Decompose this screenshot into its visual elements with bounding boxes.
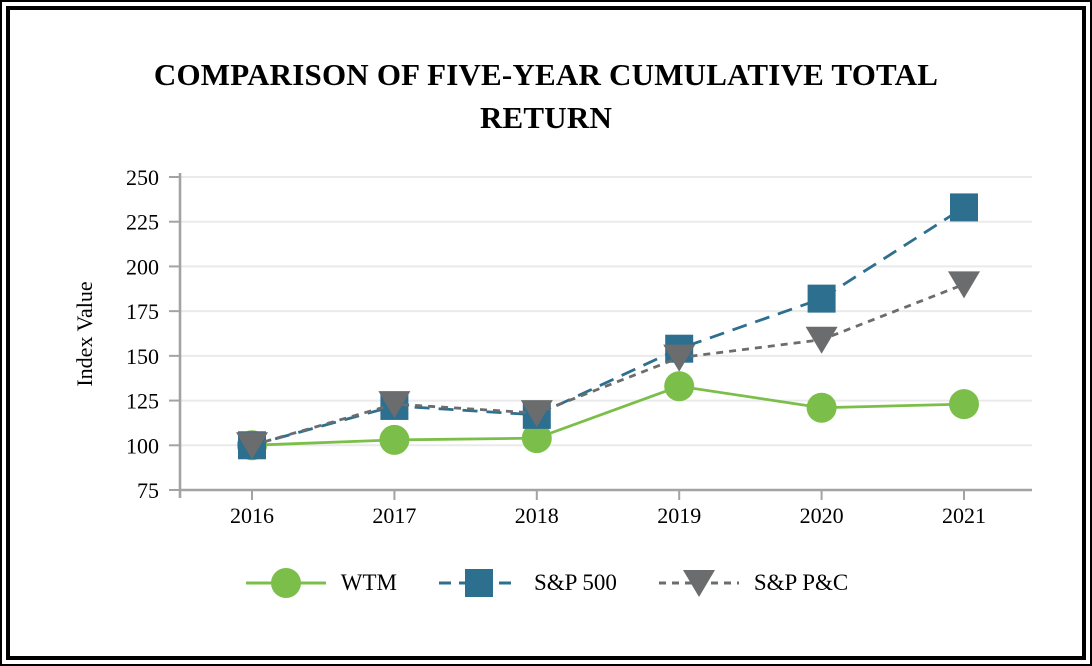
series-line-s-p-p-c <box>251 283 965 447</box>
line-chart-plot: 75 100 125 150 175 200 225 250 2016 2017 2018 2019 2… <box>72 165 1032 528</box>
x-tick-label-2020: 2020 <box>800 503 844 528</box>
y-tick-label-175: 175 <box>126 299 159 324</box>
x-tick-label-2021: 2021 <box>942 503 986 528</box>
legend-label-wtm: WTM <box>340 570 397 595</box>
legend-item-s-p-p-c: S&P P&C <box>657 562 848 604</box>
legend-label-s-p-500: S&P 500 <box>533 570 617 595</box>
legend-swatch-s-p-p-c <box>658 570 739 597</box>
legend-item-wtm: WTM <box>244 562 397 604</box>
series-line-s-p-500 <box>251 206 965 447</box>
y-tick-label-125: 125 <box>126 389 159 414</box>
series-marker-s-p-p-c-2016 <box>236 432 268 460</box>
series-marker-s-p-p-c-2019 <box>663 344 696 372</box>
legend-label-s-p-p-c: S&P P&C <box>753 570 849 595</box>
chart-frame: COMPARISON OF FIVE-YEAR CUMULATIVE TOTAL… <box>6 6 1086 660</box>
y-tick-label-250: 250 <box>126 165 159 190</box>
x-tick-label-2018: 2018 <box>515 503 559 528</box>
y-tick-label-75: 75 <box>137 478 159 503</box>
series-marker-wtm-2021 <box>949 389 979 420</box>
legend: WTM S&P 500 S&P P&C <box>10 562 1082 604</box>
y-tick-label-100: 100 <box>126 433 159 458</box>
series-marker-s-p-p-c-2021 <box>948 271 980 299</box>
series-s-p-p-c <box>236 271 980 460</box>
legend-swatch-s-p-500 <box>438 569 519 597</box>
x-tick-label-2017: 2017 <box>372 503 416 528</box>
chart-title: COMPARISON OF FIVE-YEAR CUMULATIVE TOTAL… <box>153 57 939 135</box>
series-marker-wtm-2020 <box>806 392 837 423</box>
x-tick-label-2016: 2016 <box>230 503 274 528</box>
series-marker-s-p-p-c-2017 <box>378 391 411 419</box>
series-marker-wtm-2018 <box>521 423 552 454</box>
legend-item-s-p-500: S&P 500 <box>437 562 617 604</box>
series-marker-s-p-500-2021 <box>950 193 978 222</box>
legend-swatch-wtm <box>245 568 326 598</box>
series-marker-wtm-2019 <box>664 371 695 402</box>
legend-marker-s-p-500 <box>464 569 493 597</box>
series-line-wtm <box>251 384 965 447</box>
series-marker-s-p-p-c-2020 <box>805 326 838 354</box>
y-axis-title: Index Value <box>72 281 97 386</box>
y-tick-label-200: 200 <box>126 254 159 279</box>
x-tick-label-2019: 2019 <box>657 503 701 528</box>
series-marker-wtm-2017 <box>379 424 410 455</box>
legend-marker-wtm <box>270 568 301 598</box>
y-tick-label-150: 150 <box>126 344 159 369</box>
series-marker-s-p-500-2020 <box>807 284 836 313</box>
series-s-p-500 <box>238 193 978 460</box>
legend-marker-s-p-p-c <box>682 570 715 597</box>
y-tick-label-225: 225 <box>126 210 159 235</box>
series-marker-s-p-p-c-2018 <box>520 400 553 428</box>
